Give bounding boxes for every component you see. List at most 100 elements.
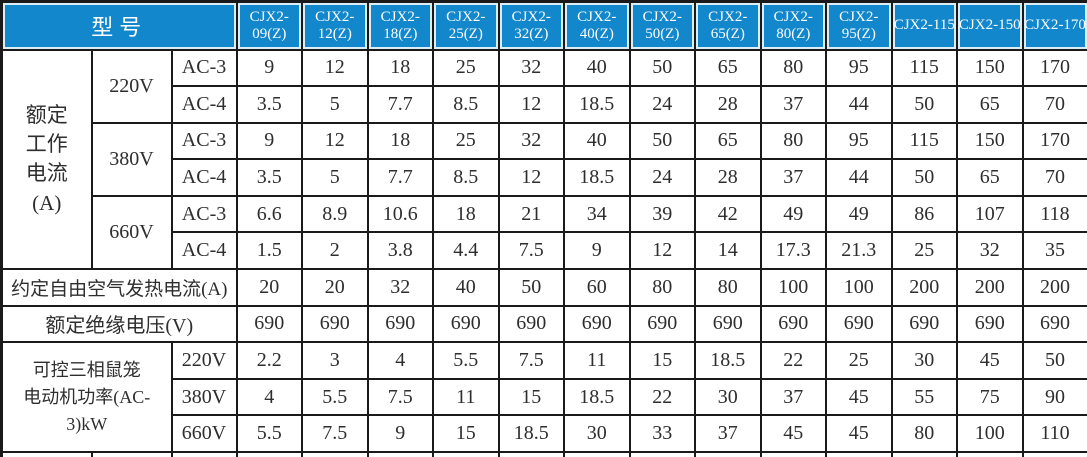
value-cell: 4 [235,377,304,417]
value-cell: 44 [825,85,893,124]
value-cell: 5.5 [301,377,369,417]
value-cell: 32 [497,48,566,88]
row-power-660: 660V 5.5 7.5 9 15 18.5 30 33 37 45 45 80… [2,414,1087,454]
value-cell: 55 [890,377,959,417]
model-header-cell: CJX2-40(Z) [563,0,631,51]
row-label-ac4: AC-4 [170,85,238,124]
value-cell: 200 [890,268,959,307]
value-cell: 200 [956,268,1024,307]
row-current-660-ac3: 660V AC-3 6.6 8.9 10.6 18 21 34 39 42 49… [2,194,1087,271]
value-cell: 50 [1021,341,1087,380]
value-cell: 50 [497,268,566,307]
value-cell: 690 [497,304,566,344]
value-cell: 690 [235,304,304,344]
row-current-220-ac3: 额定 工作 电流 (A) 220V AC-3 9 12 18 25 32 40 … [0,48,1087,271]
row-current-380-ac3: 380V AC-3 9 12 18 25 32 40 50 65 80 95 1… [2,121,1087,197]
value-cell: 690 [366,304,435,344]
value-cell: 8.5 [432,158,500,197]
value-cell: 80 [628,268,697,307]
value-cell: 40 [563,121,631,161]
row-label-ac3: AC-3 [170,194,238,234]
value-cell: 50 [628,121,697,161]
value-cell: 115 [890,48,959,88]
value-cell: 7.7 [366,85,435,124]
value-cell: 37 [694,414,762,454]
value-cell: 18 [366,121,435,161]
value-cell: 45 [759,414,828,454]
value-cell: 37 [759,377,828,417]
value-cell: 25 [825,341,893,380]
row-label-220v: 220V [170,341,238,380]
value-cell: 8.5 [432,85,500,124]
value-cell: 22 [628,377,697,417]
value-cell: 32 [956,231,1024,271]
value-cell: 86 [890,194,959,234]
model-header-cell: CJX2-115 [890,0,959,51]
value-cell: 80 [890,414,959,454]
value-cell: 2 [301,231,369,271]
value-cell: 10.6 [366,194,435,234]
row-label-660v: 660V [90,194,173,271]
empty-cell [628,451,697,457]
value-cell: 15 [497,377,566,417]
value-cell: 45 [956,341,1024,380]
model-header-cell: CJX2-25(Z) [432,0,500,51]
value-cell: 35 [1021,231,1087,271]
row-label-380v: 380V [90,121,173,197]
value-cell: 17.3 [759,231,828,271]
value-cell: 4 [366,341,435,380]
row-power-220: 可控三相鼠笼 电动机功率(AC-3)kW 220V 2.2 3 4 5.5 7.… [0,341,1087,454]
value-cell: 80 [759,121,828,161]
value-cell: 42 [694,194,762,234]
value-cell: 690 [628,304,697,344]
value-cell: 107 [956,194,1024,234]
empty-cell [956,451,1024,457]
value-cell: 7.5 [497,341,566,380]
value-cell: 8.9 [301,194,369,234]
empty-cell [759,451,828,457]
value-cell: 5 [301,158,369,197]
value-cell: 200 [1021,268,1087,307]
value-cell: 3.5 [235,158,304,197]
value-cell: 49 [759,194,828,234]
value-cell: 100 [759,268,828,307]
value-cell: 12 [497,85,566,124]
value-cell: 18.5 [694,341,762,380]
value-cell: 12 [497,158,566,197]
value-cell: 115 [890,121,959,161]
value-cell: 110 [1021,414,1087,454]
value-cell: 690 [890,304,959,344]
value-cell: 5.5 [235,414,304,454]
value-cell: 95 [825,48,893,88]
value-cell: 7.5 [301,414,369,454]
value-cell: 30 [694,377,762,417]
value-cell: 9 [366,414,435,454]
value-cell: 690 [1021,304,1087,344]
model-header-cell: CJX2-50(Z) [628,0,697,51]
value-cell: 690 [432,304,500,344]
row-label-660v: 660V [170,414,238,454]
row-current-220-ac4: AC-4 3.5 5 7.7 8.5 12 18.5 24 28 37 44 5… [2,85,1087,124]
value-cell: 4.4 [432,231,500,271]
value-cell: 25 [432,48,500,88]
value-cell: 49 [825,194,893,234]
value-cell: 50 [890,158,959,197]
value-cell: 12 [301,48,369,88]
row-current-660-ac4: AC-4 1.5 2 3.8 4.4 7.5 9 12 14 17.3 21.3… [2,231,1087,271]
value-cell: 170 [1021,48,1087,88]
model-header-cell: CJX2-80(Z) [759,0,828,51]
value-cell: 80 [759,48,828,88]
row-insulation-voltage: 额定绝缘电压(V) 690 690 690 690 690 690 690 69… [0,304,1087,344]
value-cell: 24 [628,85,697,124]
value-cell: 18 [366,48,435,88]
value-cell: 45 [825,414,893,454]
value-cell: 28 [694,85,762,124]
value-cell: 100 [956,414,1024,454]
value-cell: 14 [694,231,762,271]
value-cell: 95 [825,121,893,161]
value-cell: 18 [432,194,500,234]
value-cell: 11 [432,377,500,417]
value-cell: 50 [628,48,697,88]
